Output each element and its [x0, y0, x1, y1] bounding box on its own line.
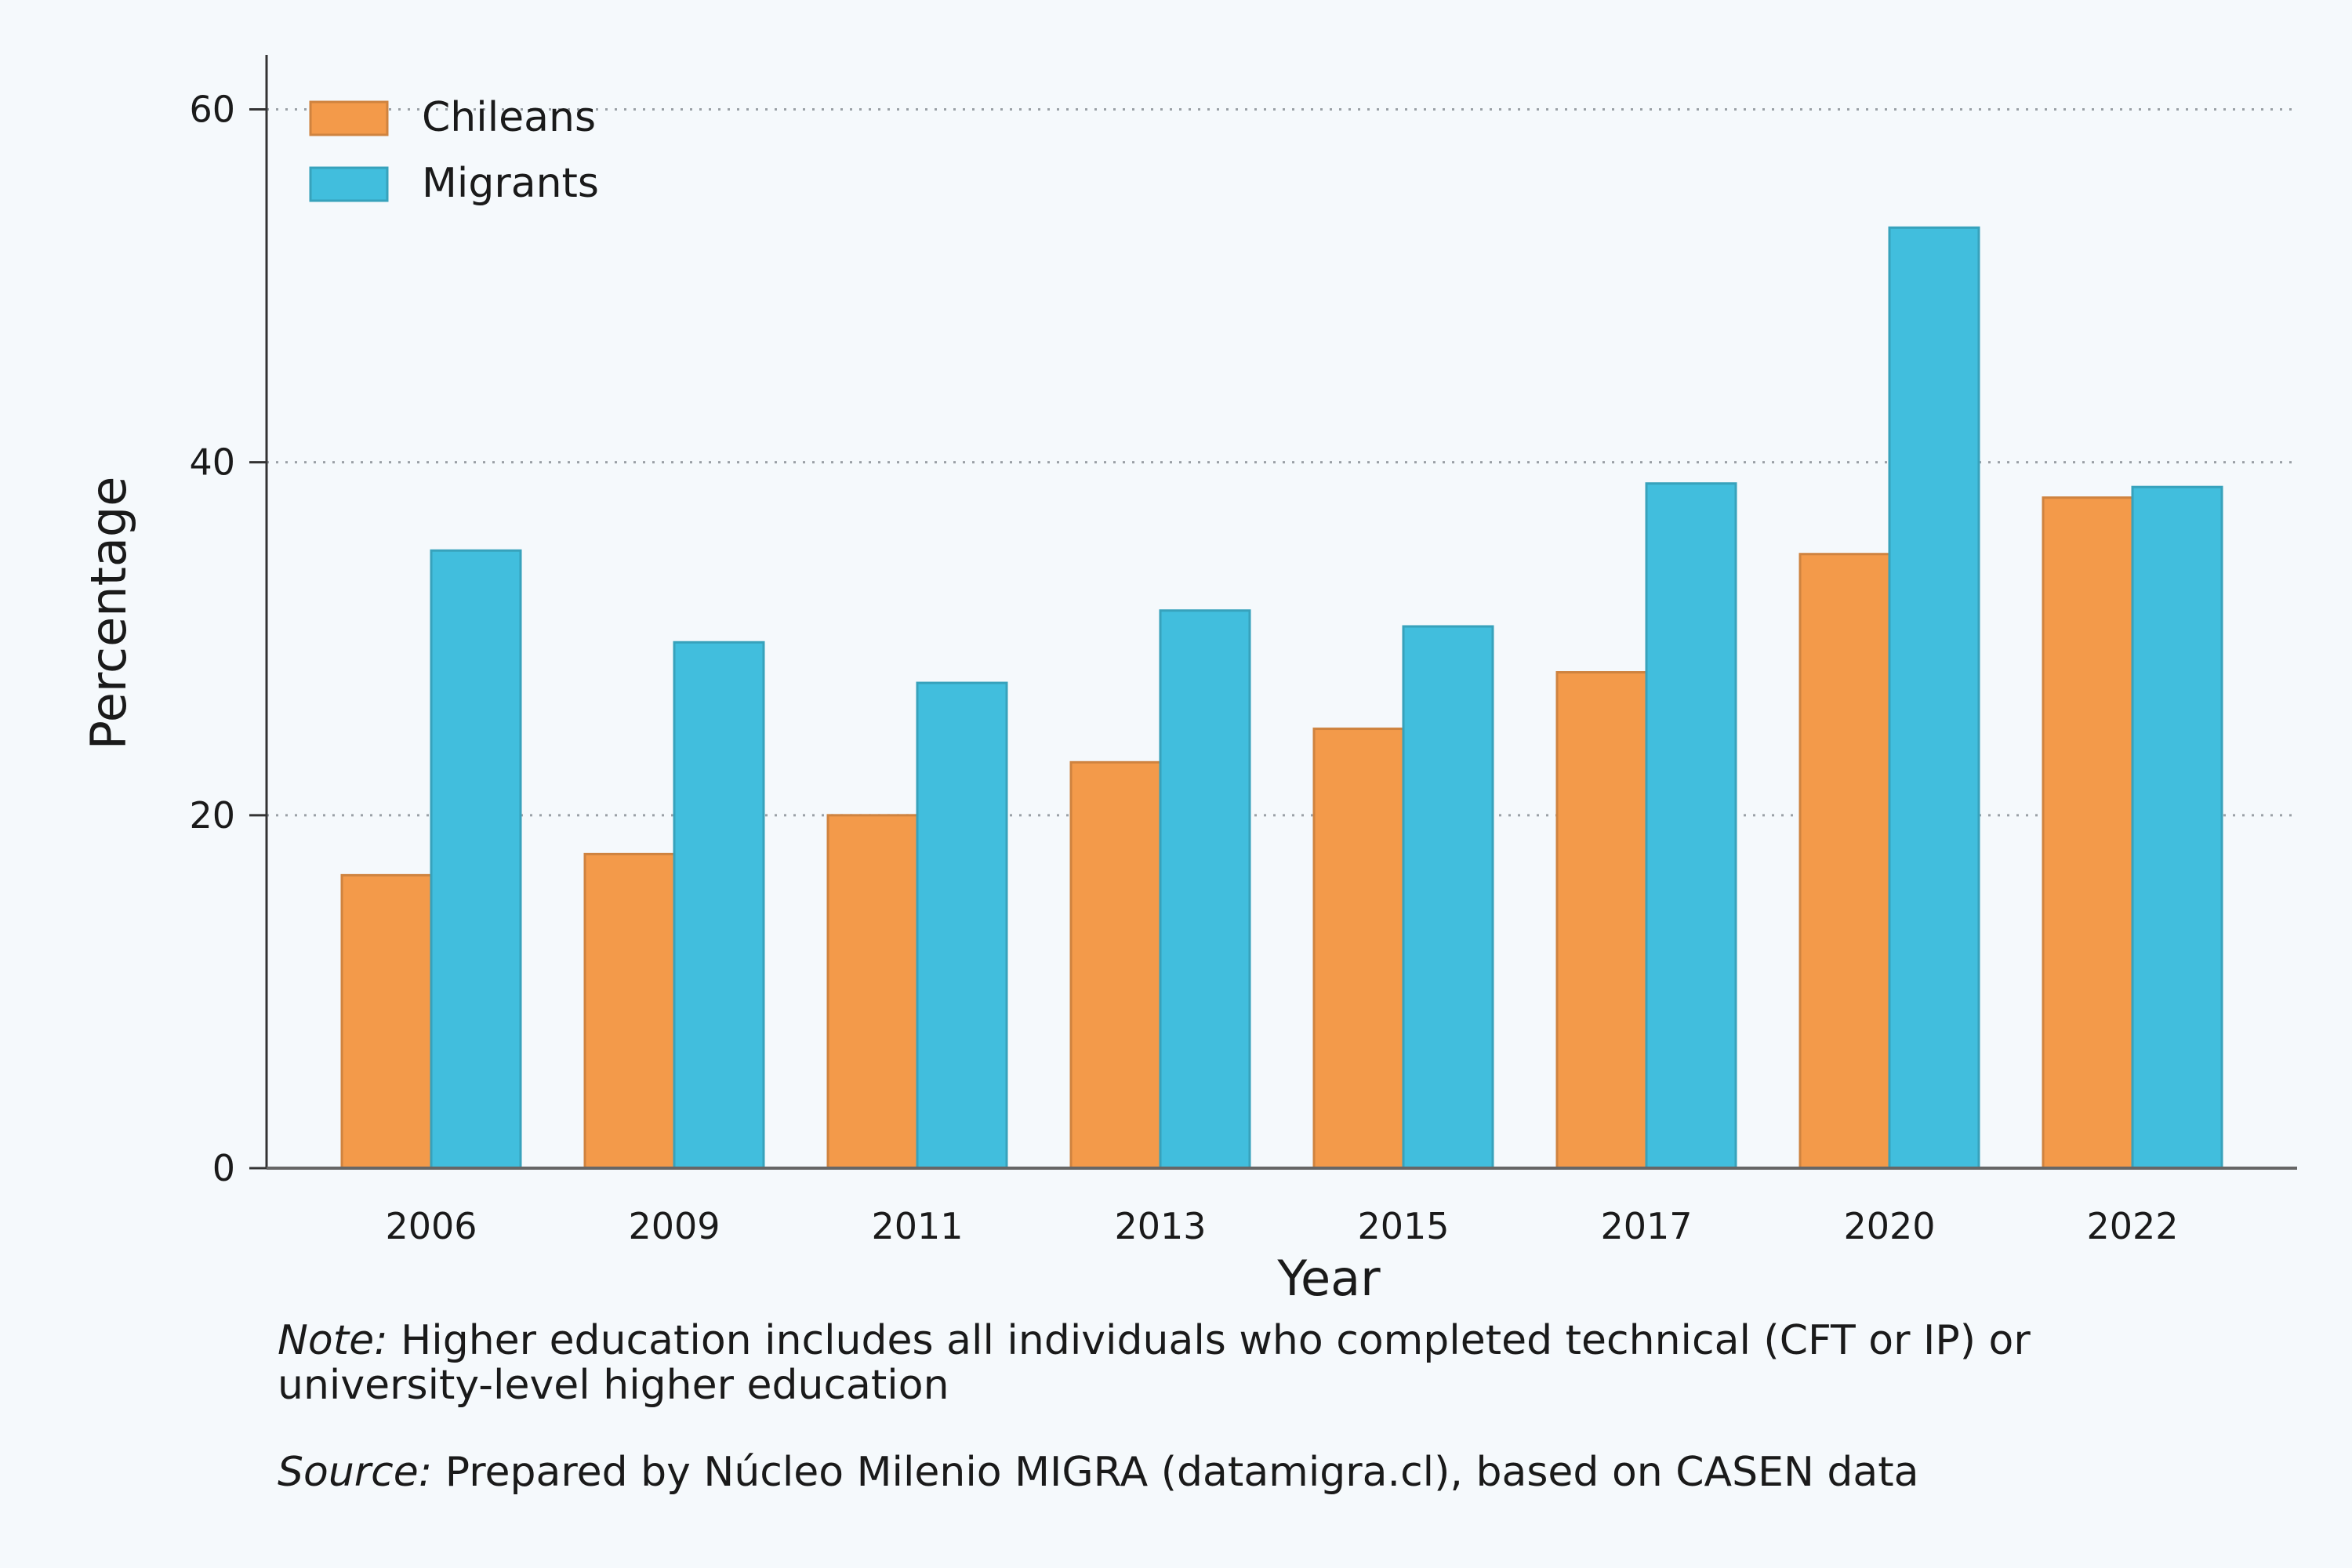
bar-chileans-2009	[583, 852, 676, 1170]
bar-chileans-2015	[1312, 728, 1405, 1170]
bar-chileans-2020	[1798, 553, 1891, 1170]
y-tick-label-40: 40	[189, 441, 235, 484]
bar-chileans-2011	[826, 814, 919, 1170]
x-tick-label-2006: 2006	[385, 1205, 477, 1247]
legend-swatch-chileans	[309, 100, 389, 136]
bar-migrants-2011	[916, 681, 1008, 1170]
y-axis-title: Percentage	[80, 477, 137, 750]
note-text: Higher education includes all individual…	[278, 1317, 2031, 1409]
y-tick-label-60: 60	[189, 89, 235, 131]
bars	[340, 226, 2223, 1170]
x-tick-label-2015: 2015	[1357, 1205, 1449, 1247]
bar-chileans-2013	[1069, 760, 1162, 1170]
note-paragraph: Note: Higher education includes all indi…	[278, 1319, 2238, 1408]
bar-chileans-2022	[2042, 496, 2134, 1170]
source-text: Prepared by Núcleo Milenio MIGRA (datami…	[432, 1449, 1919, 1496]
y-tick-label-0: 0	[212, 1147, 235, 1189]
chart-notes: Note: Higher education includes all indi…	[278, 1319, 2238, 1495]
x-axis-title: Year	[1276, 1250, 1381, 1307]
legend-swatch-migrants	[309, 166, 389, 202]
bar-migrants-2020	[1888, 226, 1980, 1170]
source-lead: Source:	[278, 1449, 433, 1496]
bar-chileans-2017	[1555, 671, 1648, 1170]
bar-migrants-2015	[1402, 625, 1494, 1170]
gridlines	[267, 108, 2297, 817]
x-tick-label-2013: 2013	[1114, 1205, 1206, 1247]
y-tick-label-20: 20	[189, 794, 235, 837]
x-tick-label-2020: 2020	[1843, 1205, 1935, 1247]
tick-labels: 0 20 40 60 2006 2009 2011 2013 2015 2017 2020 2022	[189, 89, 2178, 1247]
legend-label-migrants: Migrants	[422, 160, 599, 207]
note-lead: Note:	[278, 1317, 388, 1364]
x-tick-label-2011: 2011	[871, 1205, 963, 1247]
source-paragraph: Source: Prepared by Núcleo Milenio MIGRA…	[278, 1450, 2238, 1495]
bar-migrants-2017	[1645, 482, 1737, 1170]
bar-migrants-2013	[1159, 609, 1251, 1170]
x-tick-label-2009: 2009	[628, 1205, 720, 1247]
x-tick-label-2022: 2022	[2086, 1205, 2178, 1247]
legend: Chileans Migrants	[309, 94, 599, 207]
bar-migrants-2006	[430, 549, 522, 1170]
bar-migrants-2022	[2131, 485, 2223, 1170]
axes	[249, 55, 2297, 1170]
x-tick-label-2017: 2017	[1600, 1205, 1692, 1247]
bar-migrants-2009	[673, 641, 765, 1170]
legend-label-chileans: Chileans	[422, 94, 596, 141]
bar-chileans-2006	[340, 873, 433, 1170]
